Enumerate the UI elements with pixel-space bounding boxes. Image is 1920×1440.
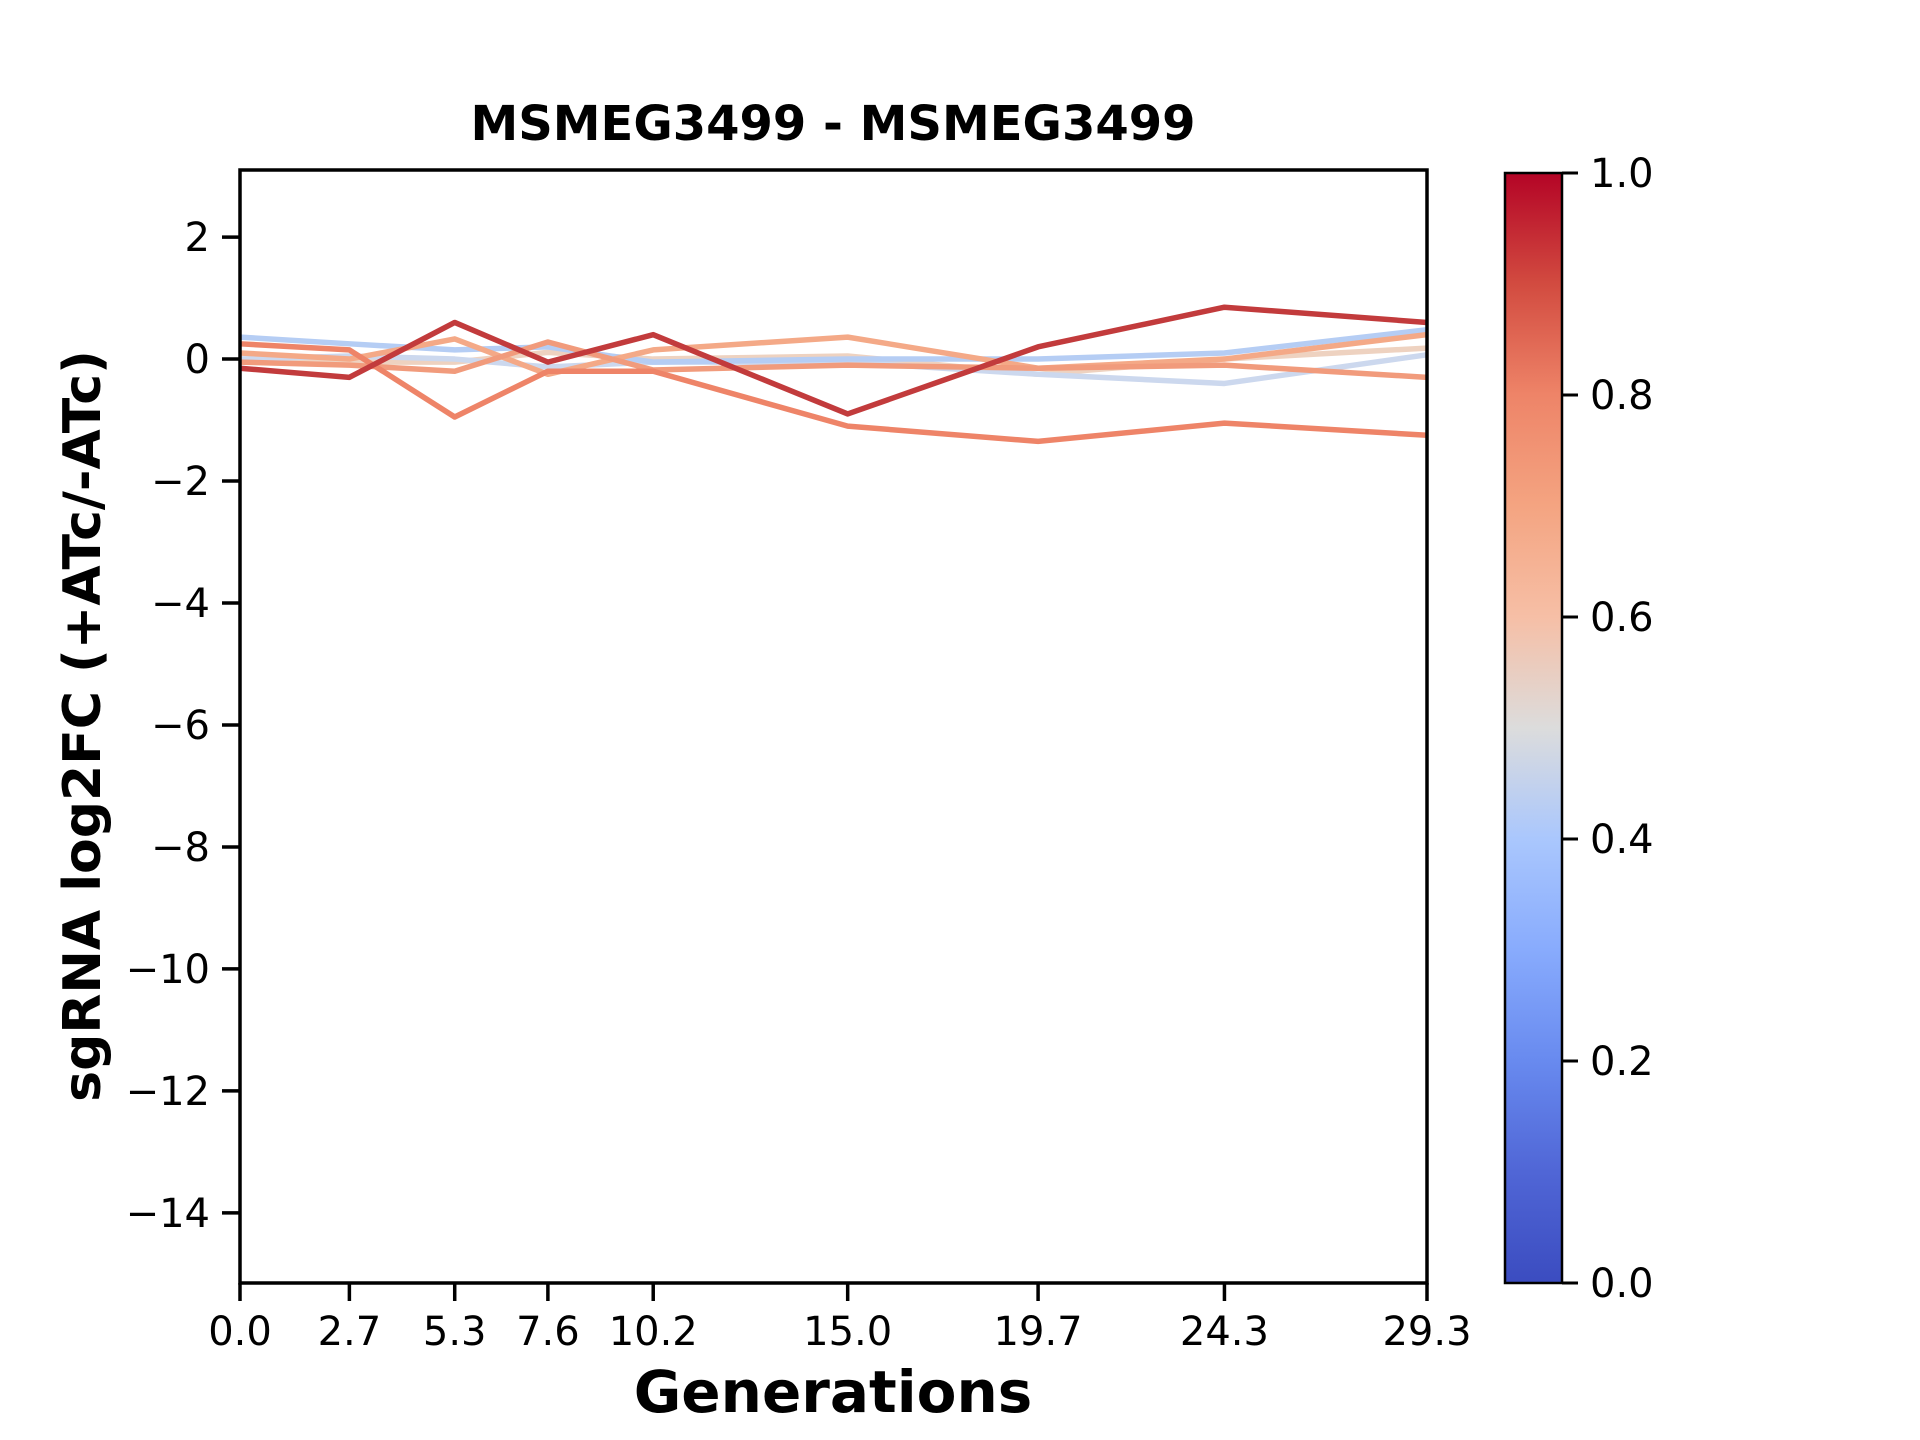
- series-line-0.4: [239, 327, 1428, 365]
- y-tick-label: −4: [151, 581, 210, 627]
- x-tick-label: 7.6: [516, 1309, 580, 1355]
- x-tick-label: 29.3: [1382, 1309, 1471, 1355]
- series-line-0.8: [239, 341, 1428, 445]
- chart-title: MSMEG3499 - MSMEG3499: [470, 96, 1195, 152]
- colorbar-tick-label: 0.0: [1590, 1261, 1654, 1307]
- x-tick-label: 15.0: [803, 1309, 892, 1355]
- x-tick-label: 5.3: [423, 1309, 487, 1355]
- series-line-0.95: [239, 304, 1428, 417]
- y-tick-label: −12: [126, 1069, 210, 1115]
- colorbar-tick-label: 0.6: [1590, 595, 1654, 641]
- series-line-0.68: [239, 331, 1428, 378]
- colorbar-tick-label: 0.8: [1590, 373, 1654, 419]
- y-tick-label: 2: [185, 215, 210, 261]
- x-tick-label: 0.0: [208, 1309, 272, 1355]
- x-tick-label: 19.7: [994, 1309, 1083, 1355]
- y-tick-label: −2: [151, 459, 210, 505]
- y-tick-label: −10: [126, 947, 210, 993]
- colorbar: [1503, 171, 1564, 1285]
- y-axis-label: sgRNA log2FC (+ATc/-ATc): [53, 350, 113, 1102]
- y-tick-label: −8: [151, 825, 210, 871]
- plot-area: 0.0 2.7 5.3 7.6 10.2 15.0 19.7 24.3 29.3 2 0 −2 −4 −6…: [126, 151, 1654, 1355]
- y-tick-label: 0: [185, 337, 210, 383]
- x-axis-label: Generations: [634, 1358, 1033, 1426]
- y-tick-label: −6: [151, 703, 210, 749]
- x-tick-label: 10.2: [609, 1309, 698, 1355]
- axes-spines: [238, 168, 1429, 1285]
- x-tick-label: 24.3: [1180, 1309, 1269, 1355]
- x-tick-label: 2.7: [318, 1309, 382, 1355]
- colorbar-tick-label: 0.2: [1590, 1039, 1654, 1085]
- colorbar-tick-label: 0.4: [1590, 817, 1654, 863]
- colorbar-tick-label: 1.0: [1590, 151, 1654, 197]
- y-tick-label: −14: [126, 1191, 210, 1237]
